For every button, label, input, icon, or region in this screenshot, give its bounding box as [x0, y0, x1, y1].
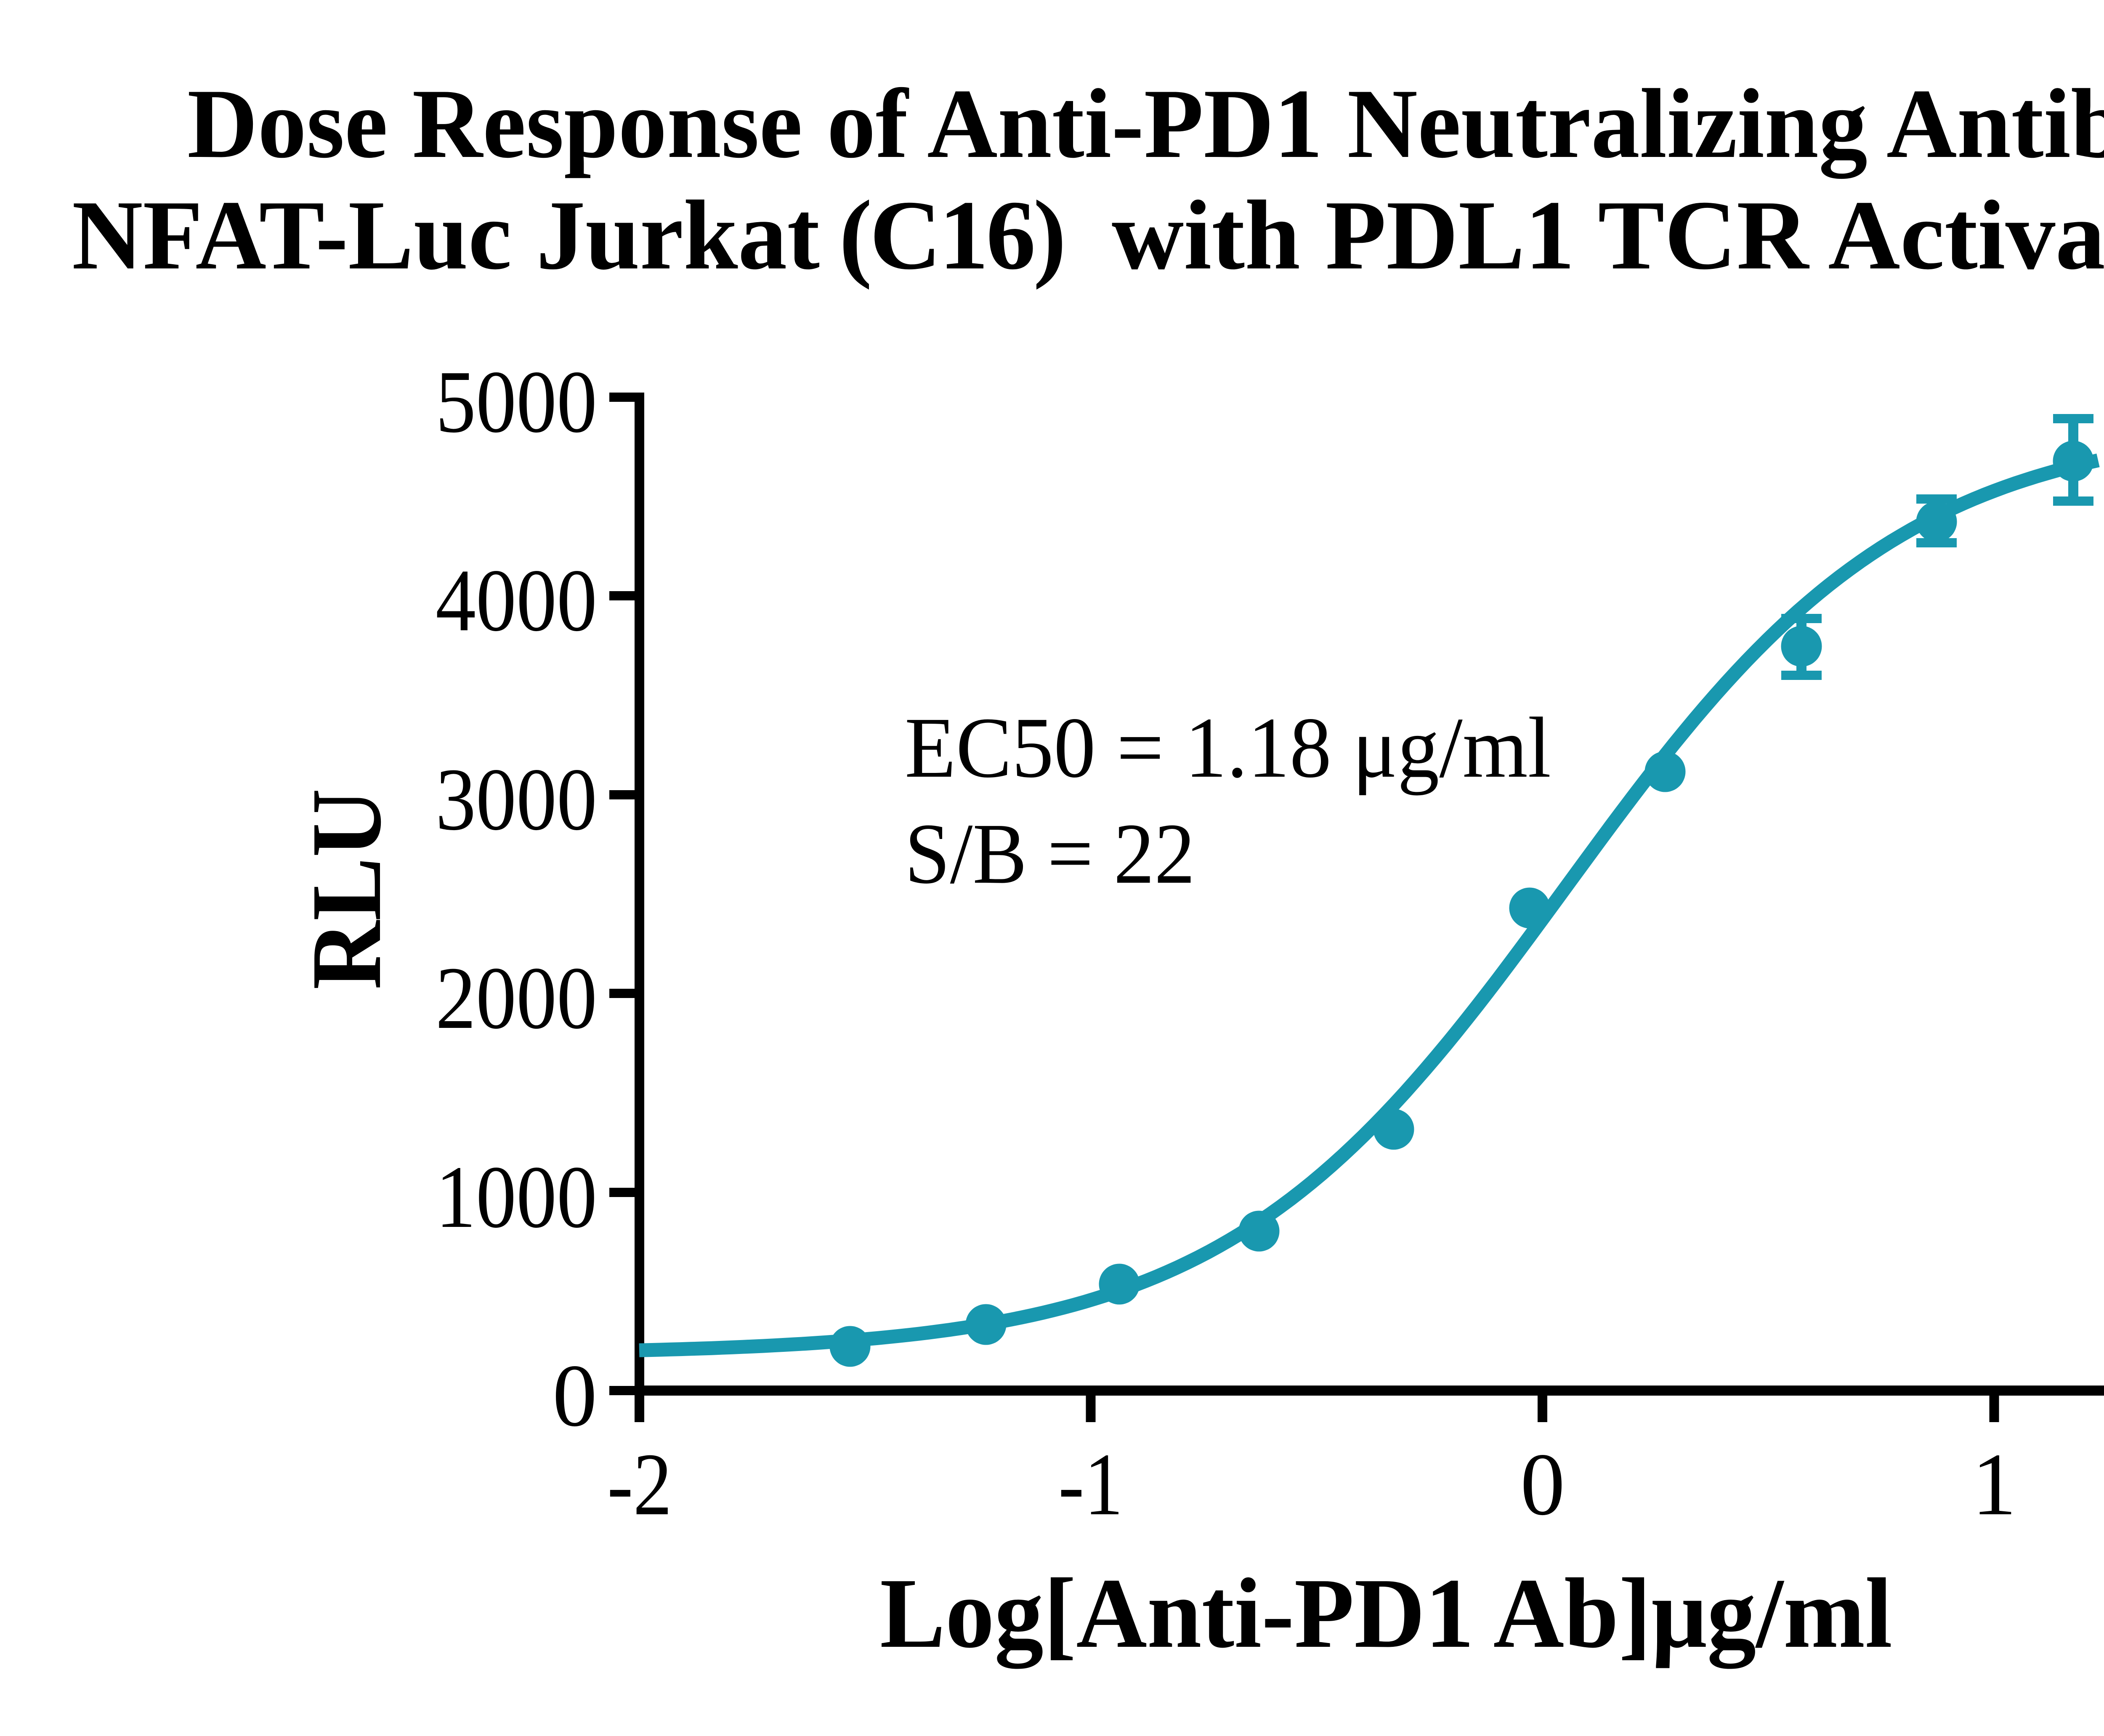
svg-text:with PDL1 TCR Activator CHO: with PDL1 TCR Activator CHO: [1112, 181, 2104, 290]
svg-text:0: 0: [1520, 1435, 1565, 1534]
svg-text:(C16): (C16): [839, 181, 1066, 290]
svg-text:5000: 5000: [436, 352, 597, 451]
svg-text:EC50 = 1.18 μg/ml: EC50 = 1.18 μg/ml: [905, 699, 1551, 796]
svg-text:4000: 4000: [436, 551, 597, 650]
svg-text:3000: 3000: [436, 750, 597, 849]
svg-text:-2: -2: [607, 1435, 672, 1534]
svg-text:RLU: RLU: [291, 788, 402, 990]
svg-text:0: 0: [553, 1346, 597, 1445]
svg-text:1: 1: [1972, 1435, 2016, 1534]
svg-text:1000: 1000: [436, 1147, 597, 1246]
svg-text:-1: -1: [1058, 1435, 1123, 1534]
svg-text:Log[Anti-PD1 Ab]μg/ml: Log[Anti-PD1 Ab]μg/ml: [880, 1558, 1892, 1669]
svg-text:NFAT-Luc Jurkat: NFAT-Luc Jurkat: [72, 181, 820, 290]
svg-text:2000: 2000: [436, 948, 597, 1047]
svg-text:S/B = 22: S/B = 22: [905, 805, 1195, 902]
svg-text:Dose Response of Anti-PD1 Neut: Dose Response of Anti-PD1 Neutralizing A…: [187, 69, 2104, 179]
